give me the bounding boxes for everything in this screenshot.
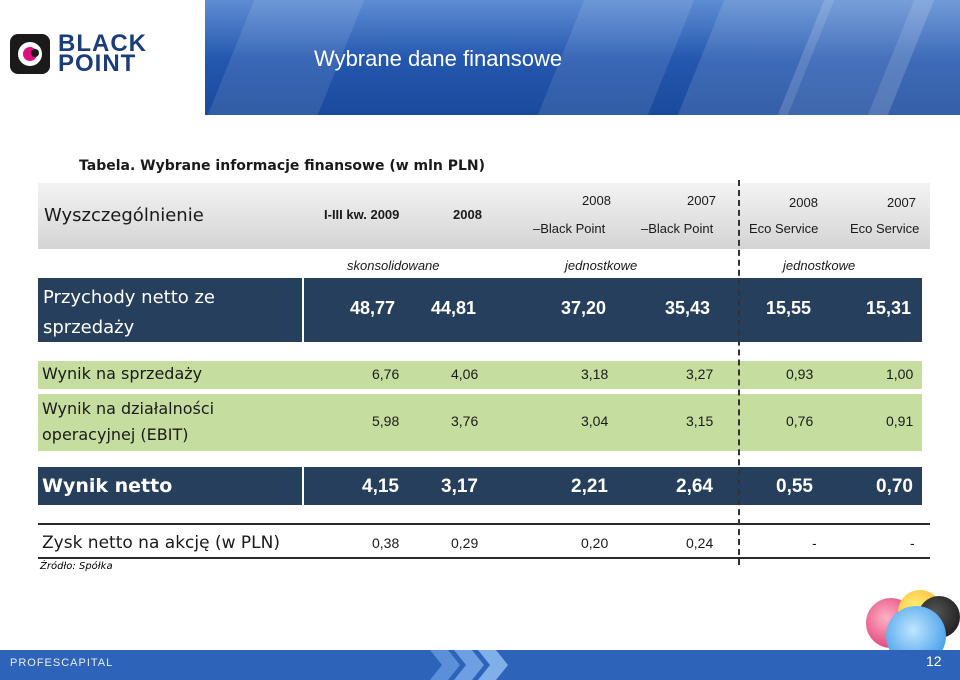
row-value: 3,76 [451, 413, 479, 429]
row-divider [302, 278, 304, 342]
header-col3-sub: –Black Point [533, 221, 606, 236]
source-note: Źródło: Spółka [40, 561, 113, 572]
row-value: 4,15 [362, 476, 399, 497]
row-value: 2,64 [676, 476, 713, 497]
row-value: 35,43 [665, 298, 711, 318]
header-col3-sub-text: Black Point [540, 221, 606, 236]
group-standalone-eco: jednostkowe [783, 258, 856, 273]
row-value: 0,76 [786, 413, 814, 429]
table-row [38, 278, 922, 342]
table-caption: Tabela. Wybrane informacje finansowe (w … [79, 158, 486, 174]
row-value: 0,70 [876, 476, 913, 497]
header-col4-sub: –Black Point [641, 221, 714, 236]
row-value: 5,98 [372, 413, 400, 429]
row-value: 0,55 [776, 476, 813, 497]
row-value: 0,91 [886, 413, 914, 429]
header-col6-year: 2007 [887, 195, 916, 210]
table-header-row [38, 183, 930, 249]
header-col3-year: 2008 [582, 193, 611, 208]
footer-arrows-icon [430, 650, 508, 680]
row-value: 1,00 [886, 366, 914, 382]
row-value: 2,21 [571, 476, 608, 497]
row-value: 48,77 [350, 298, 396, 318]
row-value: 44,81 [431, 298, 477, 318]
header-col1: I-III kw. 2009 [324, 207, 400, 222]
row-value: 4,06 [451, 366, 479, 382]
row-value: 3,17 [441, 476, 478, 497]
column-separator [738, 180, 740, 565]
table-row [38, 361, 922, 389]
table-row [38, 394, 922, 451]
row-value: 0,38 [372, 535, 400, 551]
row-value: 6,76 [372, 366, 400, 382]
row-divider [302, 467, 304, 505]
row-value: 15,55 [766, 298, 812, 318]
row-label: Wynik netto [42, 475, 173, 497]
footer-brand: PROFESCAPITAL [10, 657, 114, 669]
logo-text: BLACK POINT [58, 30, 147, 77]
group-standalone-bp: jednostkowe [565, 258, 638, 273]
row-value: 3,27 [686, 366, 714, 382]
slide-title: Wybrane dane finansowe [314, 46, 563, 71]
logo: BLACK POINT [0, 0, 205, 115]
row-label: Wynik na sprzedaży [42, 364, 203, 383]
row-rule-bottom [38, 557, 930, 559]
table-row [38, 467, 922, 505]
row-value: 0,29 [451, 535, 479, 551]
row-value: - [910, 535, 915, 551]
row-value: 0,20 [581, 535, 609, 551]
row-value: 0,93 [786, 366, 814, 382]
header-col6-sub: Eco Service [850, 221, 920, 236]
row-label: Zysk netto na akcję (w PLN) [42, 533, 280, 553]
logo-line1: BLACK [58, 30, 147, 57]
logo-line2: POINT [58, 50, 137, 77]
header-col5-sub: Eco Service [749, 221, 819, 236]
row-value: 0,24 [686, 535, 714, 551]
row-value: 37,20 [561, 298, 607, 318]
row-rule-top [38, 523, 930, 525]
row-label: Przychody netto ze sprzedaży [43, 287, 216, 338]
row-label: Wynik na działalności operacyjnej (EBIT) [42, 399, 215, 444]
row-value: 3,04 [581, 413, 609, 429]
header-label: Wyszczególnienie [44, 205, 204, 226]
row-value: 3,15 [686, 413, 714, 429]
header-col4-sub-text: Black Point [648, 221, 714, 236]
row-value: 15,31 [866, 298, 912, 318]
page-number: 12 [926, 653, 942, 669]
row-value: - [812, 535, 817, 551]
header-col5-year: 2008 [789, 195, 818, 210]
logo-icon [10, 34, 50, 74]
slide-header: BLACK POINT Wybrane dane finansowe [0, 0, 960, 115]
header-col2: 2008 [453, 207, 482, 222]
row-value: 3,18 [581, 366, 609, 382]
group-consolidated: skonsolidowane [347, 258, 440, 273]
header-col4-year: 2007 [687, 193, 716, 208]
